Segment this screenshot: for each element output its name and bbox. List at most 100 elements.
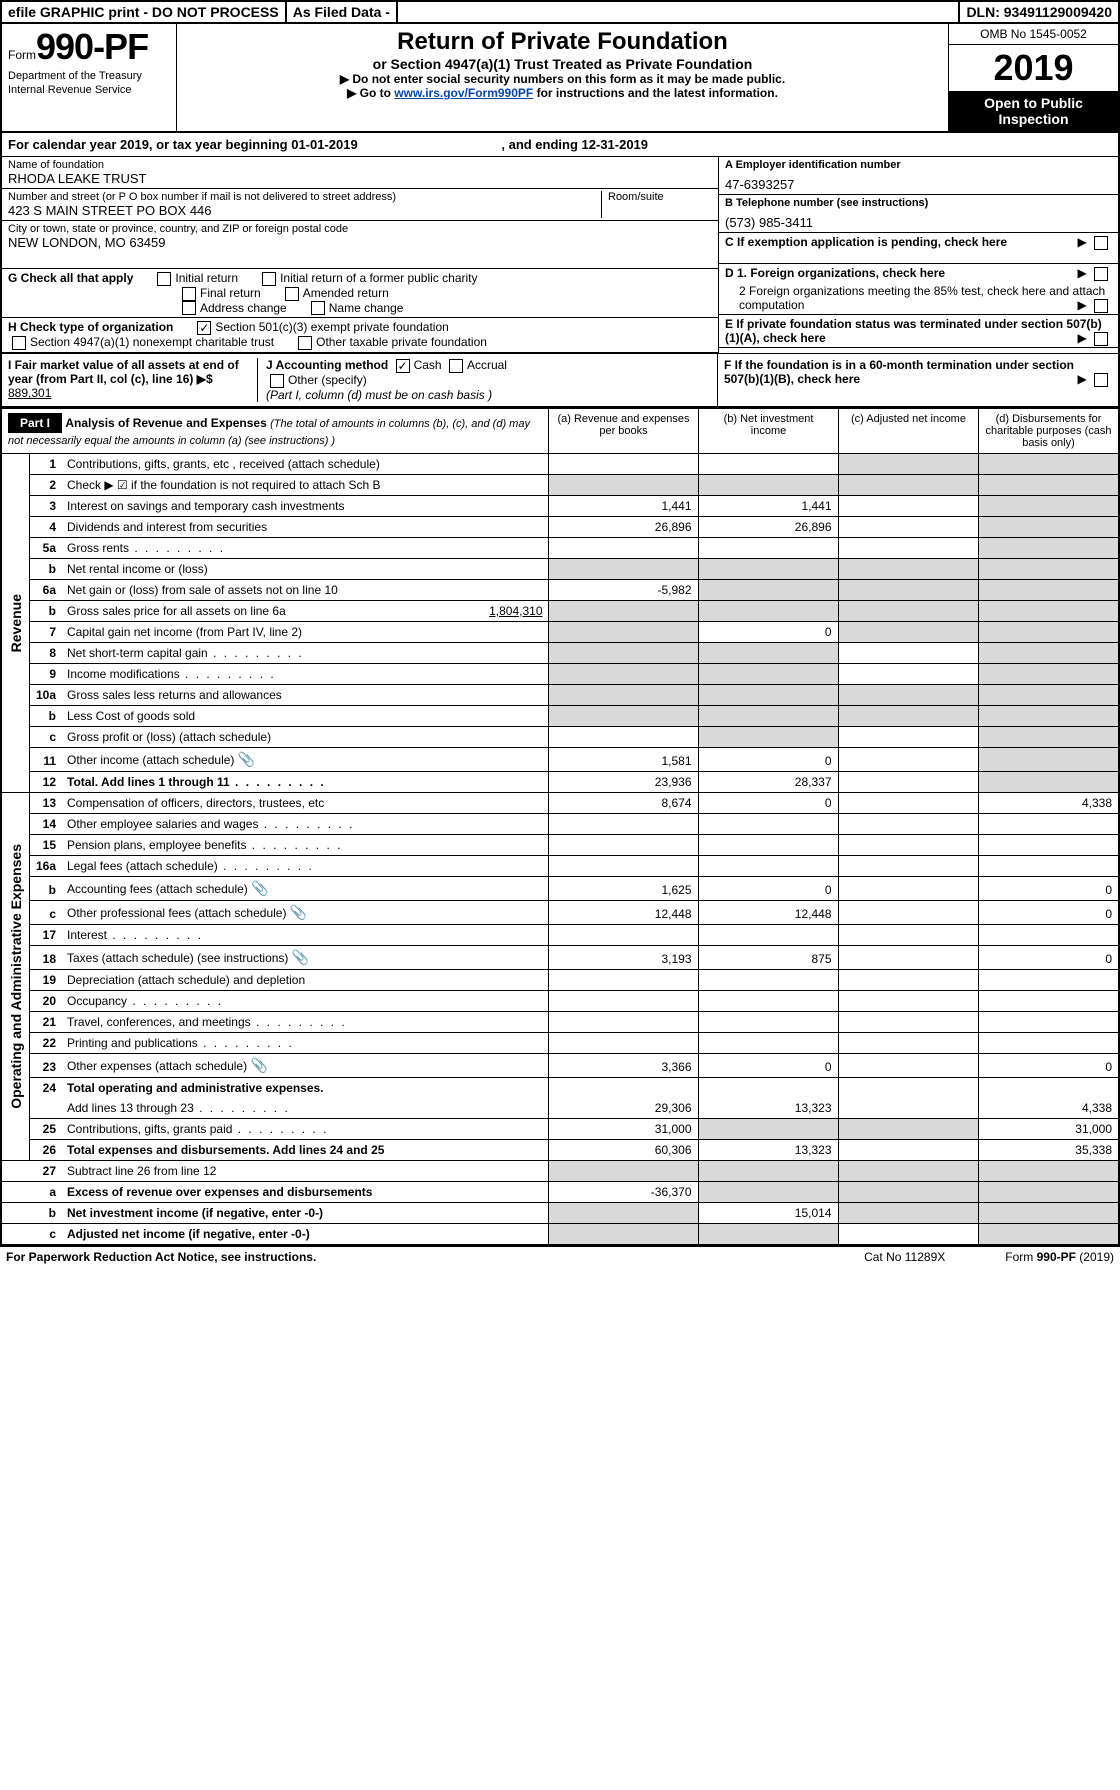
section-ij-f: I Fair market value of all assets at end…: [2, 354, 1118, 407]
row-8: 8Net short-term capital gain: [30, 642, 1118, 663]
row-27: 27Subtract line 26 from line 12: [2, 1161, 1118, 1182]
link-line: ▶ Go to www.irs.gov/Form990PF for instru…: [185, 86, 940, 100]
chk-4947a1[interactable]: [12, 336, 26, 350]
part1-title: Analysis of Revenue and Expenses: [65, 416, 266, 430]
street-address: 423 S MAIN STREET PO BOX 446: [8, 203, 597, 218]
chk-exemption-pending[interactable]: [1094, 236, 1108, 250]
row-9: 9Income modifications: [30, 663, 1118, 684]
col-a-header: (a) Revenue and expenses per books: [548, 409, 698, 453]
row-18: 18Taxes (attach schedule) (see instructi…: [30, 945, 1118, 969]
row-15: 15Pension plans, employee benefits: [30, 834, 1118, 855]
chk-other-method[interactable]: [270, 374, 284, 388]
row-16a: 16aLegal fees (attach schedule): [30, 855, 1118, 876]
chk-status-terminated[interactable]: [1094, 332, 1108, 346]
identity-block: Name of foundation RHODA LEAKE TRUST Num…: [2, 157, 1118, 354]
row-4: 4Dividends and interest from securities2…: [30, 516, 1118, 537]
expenses-section: Operating and Administrative Expenses 13…: [2, 793, 1118, 1161]
efile-notice: efile GRAPHIC print - DO NOT PROCESS: [2, 2, 287, 22]
row-1: 1Contributions, gifts, grants, etc , rec…: [30, 454, 1118, 475]
row-25: 25Contributions, gifts, grants paid31,00…: [30, 1118, 1118, 1139]
section-e: E If private foundation status was termi…: [719, 315, 1118, 348]
chk-foreign-org[interactable]: [1094, 267, 1108, 281]
row-24-title: 24Total operating and administrative exp…: [30, 1077, 1118, 1098]
section-c: C If exemption application is pending, c…: [719, 233, 1118, 264]
section-d: D 1. Foreign organizations, check here▶ …: [719, 264, 1118, 315]
chk-initial-return[interactable]: [157, 272, 171, 286]
foundation-name-row: Name of foundation RHODA LEAKE TRUST: [2, 157, 718, 189]
row-16c: cOther professional fees (attach schedul…: [30, 900, 1118, 924]
chk-final-return[interactable]: [182, 287, 196, 301]
row-10b: bLess Cost of goods sold: [30, 705, 1118, 726]
row-5b: bNet rental income or (loss): [30, 558, 1118, 579]
chk-60month[interactable]: [1094, 373, 1108, 387]
attachment-icon[interactable]: 📎: [238, 751, 255, 768]
col-c-header: (c) Adjusted net income: [838, 409, 978, 453]
expenses-table: 13Compensation of officers, directors, t…: [30, 793, 1118, 1161]
ein: 47-6393257: [725, 171, 1112, 192]
attachment-icon[interactable]: 📎: [290, 904, 307, 921]
form-number-box: Form990-PF Department of the Treasury In…: [2, 24, 177, 131]
attachment-icon[interactable]: 📎: [250, 1057, 267, 1074]
row-16b: bAccounting fees (attach schedule) 📎1,62…: [30, 876, 1118, 900]
fmv-value: 889,301: [8, 386, 51, 400]
revenue-table: 1Contributions, gifts, grants, etc , rec…: [30, 454, 1118, 793]
chk-accrual[interactable]: [449, 359, 463, 373]
top-bar: efile GRAPHIC print - DO NOT PROCESS As …: [2, 2, 1118, 24]
row-5a: 5aGross rents: [30, 537, 1118, 558]
chk-501c3[interactable]: ✓: [197, 321, 211, 335]
row-10a: 10aGross sales less returns and allowanc…: [30, 684, 1118, 705]
row-3: 3Interest on savings and temporary cash …: [30, 495, 1118, 516]
foundation-name: RHODA LEAKE TRUST: [8, 171, 712, 186]
row-2: 2Check ▶ ☑ if the foundation is not requ…: [30, 474, 1118, 495]
row-19: 19Depreciation (attach schedule) and dep…: [30, 969, 1118, 990]
page-footer: For Paperwork Reduction Act Notice, see …: [0, 1247, 1120, 1267]
form-container: efile GRAPHIC print - DO NOT PROCESS As …: [0, 0, 1120, 1247]
dept-irs: Internal Revenue Service: [8, 84, 170, 96]
cat-number: Cat No 11289X: [864, 1250, 945, 1264]
row-27a: aExcess of revenue over expenses and dis…: [2, 1181, 1118, 1202]
accounting-method-label: J Accounting method: [266, 358, 388, 372]
open-inspection: Open to Public Inspection: [949, 91, 1118, 131]
chk-cash[interactable]: ✓: [396, 359, 410, 373]
header-row: Form990-PF Department of the Treasury In…: [2, 24, 1118, 133]
row-14: 14Other employee salaries and wages: [30, 813, 1118, 834]
title-box: Return of Private Foundation or Section …: [177, 24, 948, 131]
row-26: 26Total expenses and disbursements. Add …: [30, 1139, 1118, 1160]
dln: DLN: 93491129009420: [960, 2, 1118, 22]
row-21: 21Travel, conferences, and meetings: [30, 1011, 1118, 1032]
form-990pf: 990-PF: [36, 26, 148, 67]
attachment-icon[interactable]: 📎: [251, 880, 268, 897]
irs-link[interactable]: www.irs.gov/Form990PF: [394, 86, 533, 100]
form-title: Return of Private Foundation: [185, 28, 940, 56]
address-row: Number and street (or P O box number if …: [2, 189, 718, 221]
row-17: 17Interest: [30, 924, 1118, 945]
chk-address-change[interactable]: [182, 301, 196, 315]
col-b-header: (b) Net investment income: [698, 409, 838, 453]
row-6a: 6aNet gain or (loss) from sale of assets…: [30, 579, 1118, 600]
chk-initial-former[interactable]: [262, 272, 276, 286]
row-22: 22Printing and publications: [30, 1032, 1118, 1053]
section-f: F If the foundation is in a 60-month ter…: [718, 354, 1118, 406]
chk-name-change[interactable]: [311, 301, 325, 315]
row-6b: bGross sales price for all assets on lin…: [30, 600, 1118, 621]
dept-treasury: Department of the Treasury: [8, 70, 170, 82]
row-10c: cGross profit or (loss) (attach schedule…: [30, 726, 1118, 747]
form-word: Form: [8, 48, 36, 62]
city-row: City or town, state or province, country…: [2, 221, 718, 269]
telephone-row: B Telephone number (see instructions) (5…: [719, 195, 1118, 233]
summary-table: 27Subtract line 26 from line 12 aExcess …: [2, 1161, 1118, 1245]
chk-85pct[interactable]: [1094, 299, 1108, 313]
chk-other-taxable[interactable]: [298, 336, 312, 350]
section-g: G Check all that apply Initial return In…: [2, 269, 718, 318]
paperwork-notice: For Paperwork Reduction Act Notice, see …: [6, 1250, 316, 1264]
row-7: 7Capital gain net income (from Part IV, …: [30, 621, 1118, 642]
expenses-label: Operating and Administrative Expenses: [2, 793, 30, 1161]
calendar-year-line: For calendar year 2019, or tax year begi…: [2, 133, 1118, 157]
revenue-label: Revenue: [2, 454, 30, 793]
chk-amended[interactable]: [285, 287, 299, 301]
col-d-header: (d) Disbursements for charitable purpose…: [978, 409, 1118, 453]
attachment-icon[interactable]: 📎: [292, 949, 309, 966]
row-12: 12Total. Add lines 1 through 1123,93628,…: [30, 771, 1118, 792]
year-box: OMB No 1545-0052 2019 Open to Public Ins…: [948, 24, 1118, 131]
row-27c: cAdjusted net income (if negative, enter…: [2, 1223, 1118, 1244]
